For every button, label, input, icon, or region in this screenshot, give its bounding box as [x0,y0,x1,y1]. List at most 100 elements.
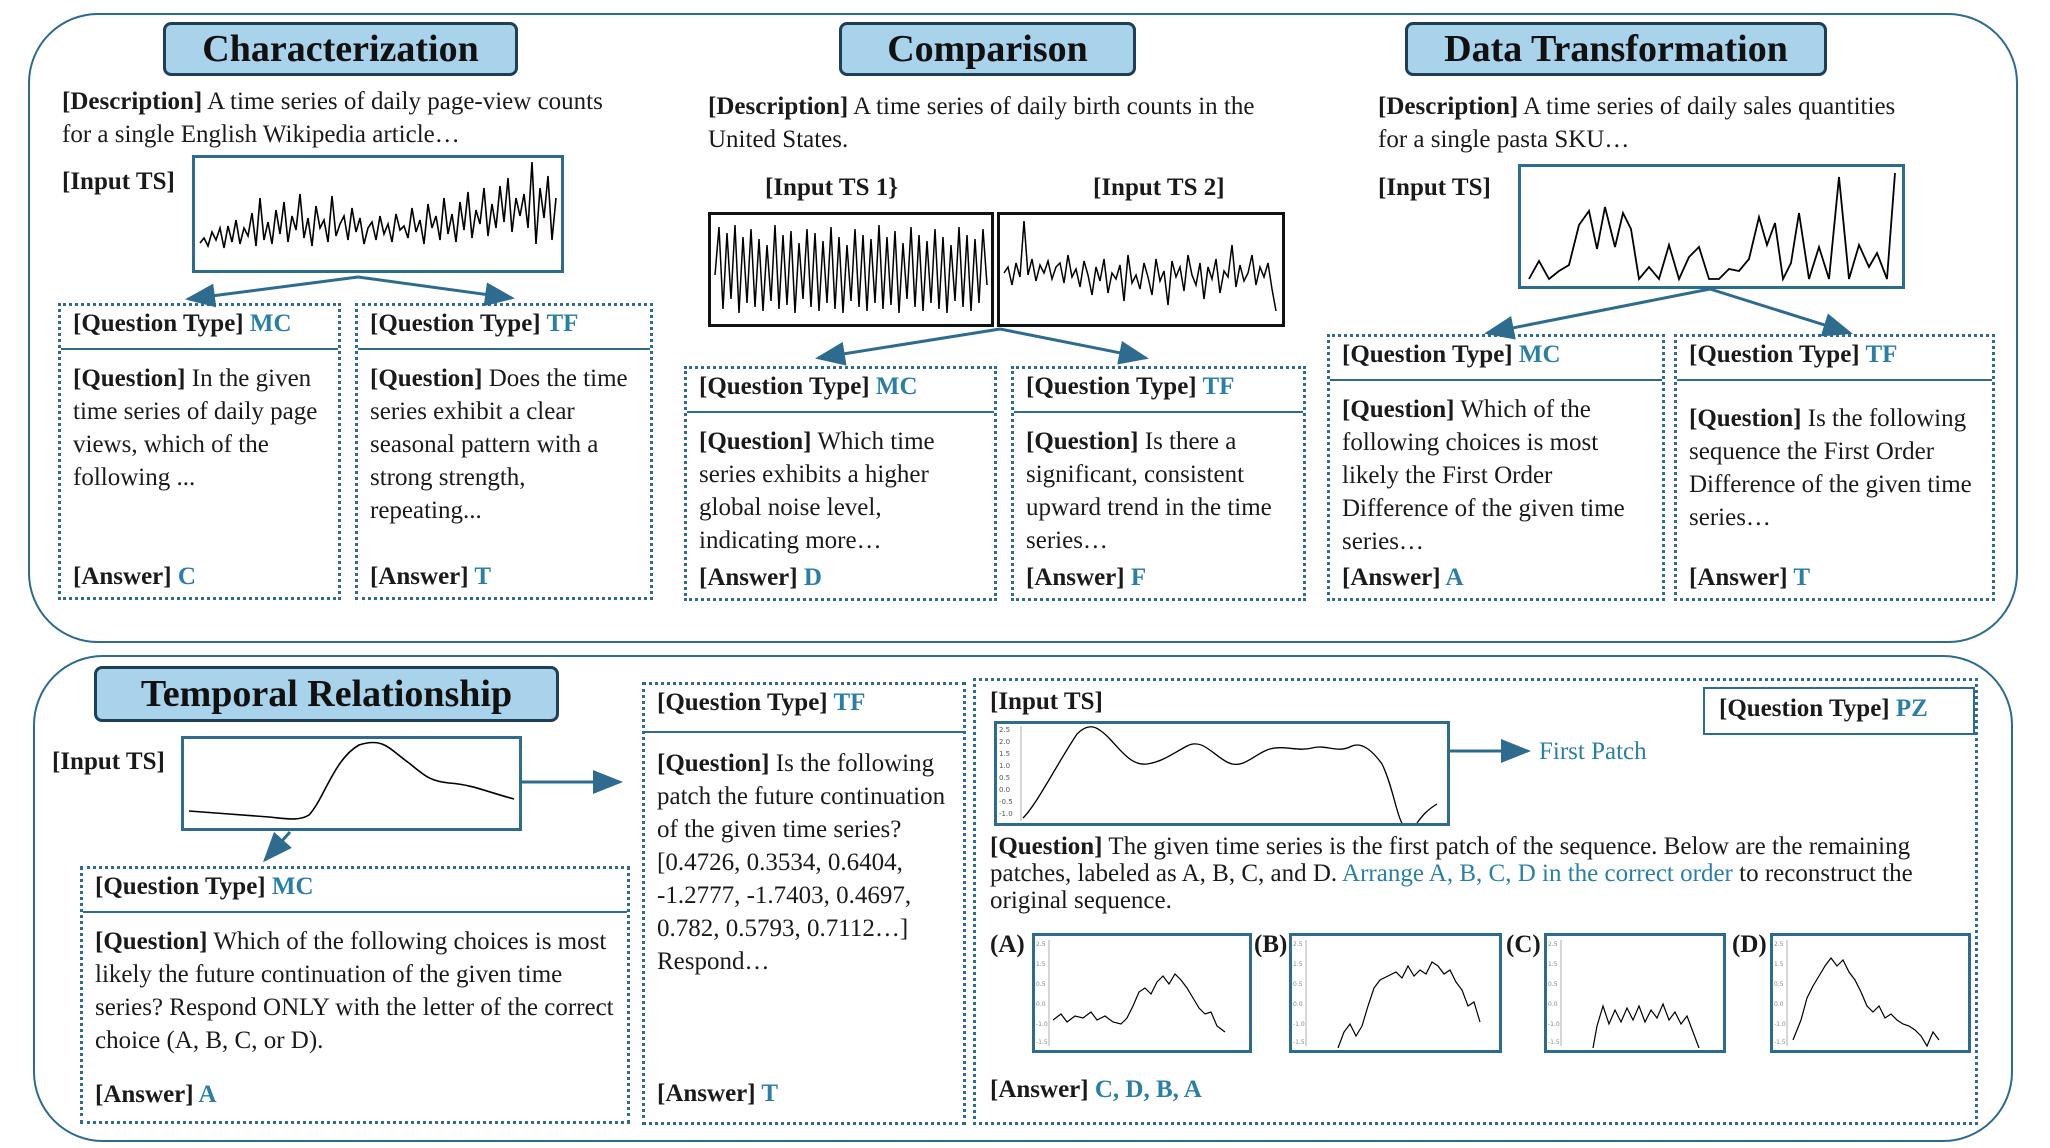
svg-text:0.0: 0.0 [1774,1001,1784,1008]
question-type-label: [Question Type] [657,689,828,716]
answer-value: T [761,1080,779,1107]
temporal-relationship-title-text: Temporal Relationship [140,673,513,715]
input-ts-label: [Input TS] [1378,174,1491,201]
description-text: A time series of daily birth counts in t… [708,93,1255,153]
data-transformation-mc-box: [Question Type] MC [Question] Which of t… [1327,334,1665,601]
question-label: [Question] [990,833,1103,860]
question-text: [Question] Which of the following choice… [95,925,617,1057]
answer-label: [Answer] [370,563,469,590]
question-body: Which time series exhibits a higher glob… [699,428,935,554]
answer-value: A [1445,564,1464,591]
data-transformation-input-ts [1518,164,1905,289]
question-body: Which of the following choices is most l… [1342,396,1625,555]
question-type-label: [Question Type] [95,873,266,900]
svg-text:0.5: 0.5 [1036,981,1046,988]
question-type-label: [Question Type] [1689,341,1860,368]
y-tick-label: 1.5 [999,750,1010,758]
choice-d-label: (D) [1732,931,1767,958]
question-label: [Question] [1689,405,1802,432]
answer-label: [Answer] [699,564,798,591]
characterization-title-text: Characterization [202,28,479,70]
question-label: [Question] [1026,428,1139,455]
svg-text:2.5: 2.5 [1293,941,1303,948]
question-type-label: [Question Type] [1342,341,1513,368]
characterization-mc-box: [Question Type] MC [Question] In the giv… [58,303,341,600]
temporal-tf-box: [Question Type] TF [Question] Is the fol… [642,682,966,1125]
svg-text:0.5: 0.5 [1548,981,1558,988]
answer-label: [Answer] [990,1076,1089,1103]
question-type-header: [Question Type] TF [1677,337,1992,381]
choice-d-line: 2.5 1.5 0.5 0.0 -1.0 -1.5 [1774,940,1940,1048]
question-label: [Question] [73,365,186,392]
question-text: [Question] Is the following sequence the… [1689,402,1982,534]
answer-label: [Answer] [657,1080,756,1107]
answer-value: D [803,564,822,591]
question-type-value: PZ [1895,695,1928,722]
choice-c-line: 2.5 1.5 0.5 0.0 -1.0 -1.5 [1548,940,1700,1049]
question-text: [Question] Which of the following choice… [1342,393,1652,558]
description-text: A time series of daily sales quantities … [1378,93,1896,153]
question-text: [Question] Which time series exhibits a … [699,425,984,557]
y-tick-label: 1.0 [999,762,1010,770]
characterization-description: [Description] A time series of daily pag… [62,85,622,151]
svg-text:0.5: 0.5 [1293,981,1303,988]
question-type-value: MC [1518,341,1561,368]
ts-line-1 [714,224,988,314]
question-type-header: [Question Type] TF [358,306,650,350]
svg-text:1.5: 1.5 [1293,961,1303,968]
question-type-header: [Question Type] TF [645,685,963,733]
svg-text:-1.0: -1.0 [1548,1021,1560,1028]
ts-line [1528,172,1896,282]
characterization-tf-box: [Question Type] TF [Question] Does the t… [355,303,653,600]
y-ticks: 2.5 2.0 1.5 1.0 0.5 0.0 -0.5 -1.0 [999,726,1013,818]
question-type-header: [Question Type] MC [687,369,994,413]
question-type-value: TF [1865,341,1898,368]
y-tick-label: 0.0 [999,786,1010,794]
question-type-value: TF [833,689,866,716]
characterization-title: Characterization [163,22,518,76]
temporal-pz-box: [Input TS] [Question Type] PZ 2.5 2.0 1.5 1… [973,678,1978,1125]
comparison-title: Comparison [839,22,1136,76]
svg-text:0.0: 0.0 [1293,1001,1303,1008]
data-transformation-title: Data Transformation [1405,22,1827,76]
question-type-value: TF [1202,373,1235,400]
choice-c-chart: 2.5 1.5 0.5 0.0 -1.0 -1.5 [1544,933,1726,1053]
temporal-mc-box: [Question Type] MC [Question] Which of t… [80,866,630,1124]
first-patch-chart: 2.5 2.0 1.5 1.0 0.5 0.0 -0.5 -1.0 [994,721,1450,826]
description-label: [Description] [1378,93,1519,120]
top-panel [28,13,2018,643]
question-body: Is the following sequence the First Orde… [1689,405,1972,531]
svg-text:0.5: 0.5 [1774,981,1784,988]
svg-text:-1.0: -1.0 [1774,1021,1786,1028]
ts-line-2 [1003,220,1277,312]
question-type-label: [Question Type] [1026,373,1197,400]
data-transformation-description: [Description] A time series of daily sal… [1378,90,1908,156]
answer-label: [Answer] [95,1081,194,1108]
pz-question-text: [Question] The given time series is the … [990,833,1970,914]
first-patch-line: 2.5 2.0 1.5 1.0 0.5 0.0 -0.5 -1.0 [999,726,1438,823]
comparison-input-ts-2 [997,212,1285,327]
answer-value: T [1793,564,1811,591]
choice-c-label: (C) [1506,931,1541,958]
data-transformation-tf-box: [Question Type] TF [Question] Is the fol… [1674,334,1995,601]
comparison-mc-box: [Question Type] MC [Question] Which time… [684,366,997,601]
answer-value: A [198,1081,217,1108]
temporal-input-ts [181,736,522,831]
choice-a-line: 2.5 1.5 0.5 0.0 -1.0 -1.5 [1036,940,1226,1046]
question-type-value: MC [271,873,314,900]
question-body: Which of the following choices is most l… [95,928,614,1054]
answer-label: [Answer] [73,563,172,590]
question-type-label: [Question Type] [699,373,870,400]
description-label: [Description] [708,93,849,120]
comparison-description: [Description] A time series of daily bir… [708,90,1298,156]
question-label: [Question] [699,428,812,455]
choice-b-chart: 2.5 1.5 0.5 0.0 -1.0 -1.5 [1289,933,1502,1053]
svg-text:1.5: 1.5 [1774,961,1784,968]
question-text: [Question] Is the following patch the fu… [657,747,953,978]
comparison-title-text: Comparison [887,28,1088,70]
question-type-value: TF [546,310,579,337]
question-type-header: [Question Type] TF [1014,369,1303,413]
answer-line: [Answer] A [1342,564,1464,592]
question-type-label: [Question Type] [1719,695,1890,722]
